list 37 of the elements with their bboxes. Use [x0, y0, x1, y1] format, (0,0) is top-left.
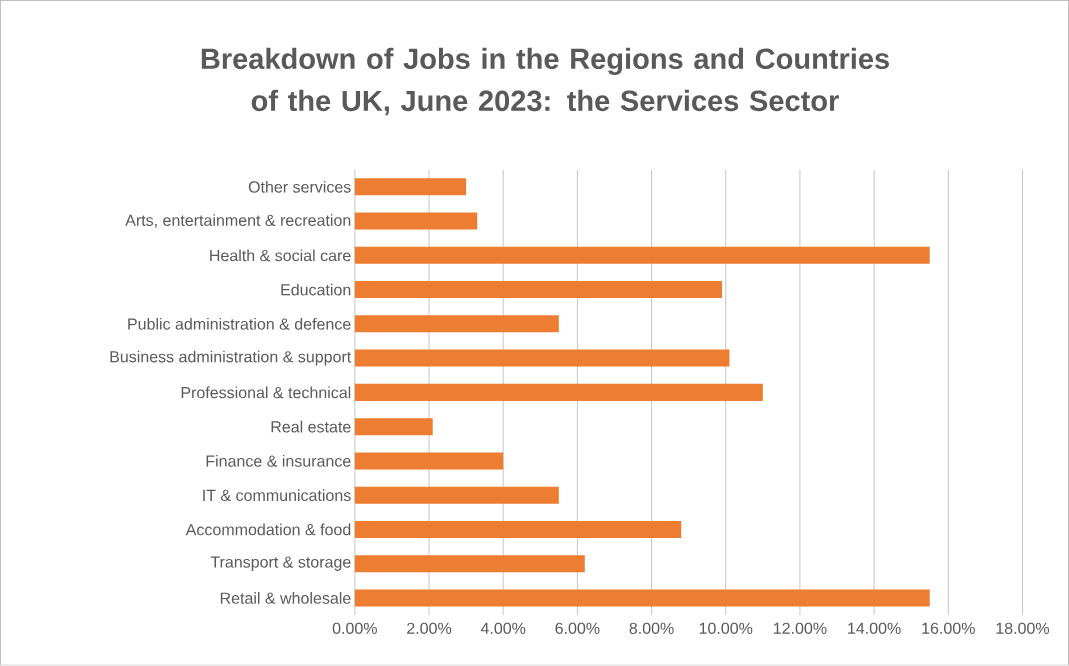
y-tick-label: Accommodation & food	[185, 523, 351, 536]
chart-title: Breakdown of Jobs in the Regions and Countries of the UK, June 2023: the Services Sector	[201, 47, 889, 116]
y-tick-label: Public administration & defence	[128, 318, 351, 330]
y-tick-label: Retail & wholesale	[220, 592, 351, 605]
y-tick-label: Business administration & support	[110, 350, 352, 366]
x-tick-label: 16.00%	[922, 622, 975, 635]
y-tick-label: Finance & insurance	[206, 455, 351, 467]
bar	[354, 315, 559, 333]
bar	[354, 452, 504, 470]
y-tick-label: Arts, entertainment & recreation	[125, 214, 351, 229]
x-tick-label: 0.00%	[332, 622, 377, 635]
bar	[354, 349, 730, 367]
y-tick-label: Real estate	[271, 420, 351, 433]
x-tick-label: 14.00%	[848, 622, 901, 635]
y-tick-label: Health & social care	[210, 249, 351, 262]
x-tick-label: 4.00%	[480, 622, 526, 635]
bar	[354, 486, 559, 504]
y-tick-label: Professional & technical	[181, 386, 351, 399]
bar	[354, 281, 723, 299]
x-tick-label: 18.00%	[996, 622, 1050, 635]
bar	[354, 521, 682, 539]
x-tick-label: 8.00%	[629, 622, 674, 635]
x-tick-label: 2.00%	[407, 622, 452, 635]
x-tick-label: 12.00%	[773, 622, 827, 635]
bar	[354, 247, 930, 265]
y-tick-label: IT & communications	[203, 489, 351, 502]
x-tick-label: 10.00%	[699, 622, 753, 635]
bar	[354, 178, 467, 196]
x-tick-label: 6.00%	[555, 622, 600, 635]
bar	[354, 384, 763, 402]
bar	[354, 418, 433, 436]
bar	[354, 212, 478, 230]
bar	[354, 589, 930, 607]
bar	[354, 555, 585, 573]
y-tick-label: Transport & storage	[210, 556, 351, 572]
y-tick-label: Other services	[248, 181, 351, 193]
y-tick-label: Education	[281, 283, 351, 296]
